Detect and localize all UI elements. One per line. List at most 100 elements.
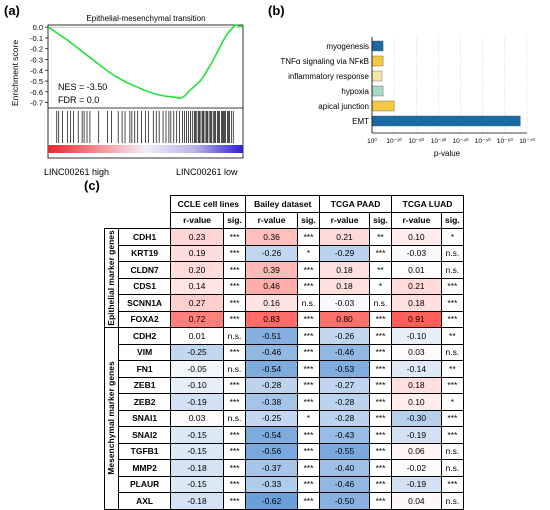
table-row: CLDN7 0.20 *** 0.39 *** 0.18 ** 0.01 n.s. <box>105 261 465 279</box>
correlation-table-wrapper: CCLE cell lines Bailey dataset TCGA PAAD TC… <box>104 195 465 510</box>
sig-cell: *** <box>368 442 393 460</box>
r-value-cell: -0.29 <box>319 244 370 262</box>
sig-cell: *** <box>296 492 321 510</box>
column-subheader: sig. <box>296 211 321 229</box>
sig-cell: *** <box>222 228 247 246</box>
sig-cell: ** <box>440 327 465 345</box>
column-subheader: r-value <box>391 211 442 229</box>
r-value-cell: -0.15 <box>170 426 224 444</box>
table-row: AXL -0.18 *** -0.62 *** -0.50 *** 0.04 n.s. <box>105 492 465 510</box>
sig-cell: *** <box>368 244 393 262</box>
r-value-cell: 0.10 <box>391 228 442 246</box>
sig-cell: *** <box>222 376 247 394</box>
sig-cell: * <box>296 244 321 262</box>
gene-name: MMP2 <box>117 459 172 477</box>
sig-cell: *** <box>296 277 321 295</box>
sig-cell: *** <box>296 393 321 411</box>
r-value-cell: -0.19 <box>391 475 442 493</box>
gsea-hit-marks <box>56 111 234 143</box>
gsea-ylabel: Enrichment score <box>10 40 20 106</box>
r-value-cell: -0.33 <box>245 475 298 493</box>
bar-category-label: inflammatory response <box>288 72 369 81</box>
sig-cell: n.s. <box>440 492 465 510</box>
bar-tnf-signaling-via-nf-b <box>371 55 384 67</box>
r-value-cell: -0.56 <box>245 442 298 460</box>
r-value-cell: 0.83 <box>245 310 298 328</box>
r-value-cell: -0.37 <box>245 459 298 477</box>
sig-cell: *** <box>222 261 247 279</box>
table-header-row: CCLE cell lines Bailey dataset TCGA PAAD TC… <box>105 195 464 213</box>
sig-cell: *** <box>296 376 321 394</box>
gsea-title: Epithelial-mesenchymal transition <box>86 14 205 23</box>
bar-apical-junction <box>371 100 395 112</box>
r-value-cell: 0.20 <box>170 261 224 279</box>
table-row: KRT19 0.19 *** -0.26 * -0.29 *** -0.03 n.s. <box>105 244 465 262</box>
column-group-header: TCGA PAAD <box>319 195 393 213</box>
table-row: SNAI1 0.03 n.s. -0.25 * -0.28 *** -0.30 *** <box>105 409 465 427</box>
table-row: SNAI2 -0.15 *** -0.54 *** -0.43 *** -0.19 *** <box>105 426 465 444</box>
sig-cell: *** <box>440 426 465 444</box>
gene-name: AXL <box>117 492 172 510</box>
sig-cell: *** <box>222 343 247 361</box>
sig-cell: *** <box>368 393 393 411</box>
pathway-bar-chart: myogenesis TNFα signaling via NFκB inflamm… <box>280 37 535 158</box>
column-group-header: Bailey dataset <box>245 195 321 213</box>
sig-cell: *** <box>440 409 465 427</box>
bar-x-ticks: 10⁰ 10⁻¹⁰ 10⁻²⁰ 10⁻³⁰ 10⁻⁴⁰ 10⁻⁵⁰ 10⁻⁶⁰ 10⁻⁷⁰ <box>367 137 535 145</box>
sig-cell: *** <box>222 492 247 510</box>
gene-name: PLAUR <box>117 475 172 493</box>
sig-cell: n.s. <box>440 244 465 262</box>
table-row: Epithelial marker genes CDH1 0.23 *** 0.36 **… <box>104 228 465 328</box>
bar-xtick-label: 10⁻³⁰ <box>431 137 447 145</box>
sig-cell: n.s. <box>440 261 465 279</box>
gene-name: SNAI1 <box>117 409 172 427</box>
r-value-cell: 0.91 <box>391 310 442 328</box>
r-value-cell: 0.01 <box>391 261 442 279</box>
sig-cell: *** <box>296 360 321 378</box>
r-value-cell: 0.03 <box>391 343 442 361</box>
sig-cell: ** <box>368 228 393 246</box>
r-value-cell: -0.02 <box>391 459 442 477</box>
bar-xtick-label: 10⁻⁵⁰ <box>475 137 491 145</box>
sig-cell: *** <box>368 343 393 361</box>
sig-cell: *** <box>440 310 465 328</box>
r-value-cell: -0.30 <box>391 409 442 427</box>
gsea-label-low: LINC00261 low <box>176 167 238 177</box>
bar-category-label: myogenesis <box>326 42 369 51</box>
sig-cell: *** <box>296 343 321 361</box>
sig-cell: *** <box>222 475 247 493</box>
r-value-cell: -0.46 <box>245 343 298 361</box>
sig-cell: *** <box>368 475 393 493</box>
bar-xtick-label: 10⁻⁴⁰ <box>453 137 469 145</box>
r-value-cell: 0.21 <box>319 228 370 246</box>
bar-xtick-label: 10⁻²⁰ <box>409 137 425 145</box>
r-value-cell: -0.25 <box>170 343 224 361</box>
sig-cell: *** <box>222 294 247 312</box>
bar-hypoxia <box>371 85 384 97</box>
sig-cell: *** <box>368 409 393 427</box>
sig-cell: *** <box>368 327 393 345</box>
column-group-header: TCGA LUAD <box>391 195 464 213</box>
r-value-cell: 0.10 <box>391 393 442 411</box>
bar-category-labels: myogenesis TNFα signaling via NFκB inflamm… <box>280 42 369 126</box>
table-row: VIM -0.25 *** -0.46 *** -0.46 *** 0.03 n.s. <box>105 343 465 361</box>
table-row: CDS1 0.14 *** 0.46 *** 0.18 * 0.21 *** <box>105 277 465 295</box>
sig-cell: *** <box>296 327 321 345</box>
sig-cell: n.s. <box>368 294 393 312</box>
table-subheader-row: r-value sig. r-value sig. r-value sig. r-value… <box>104 211 465 229</box>
bar-category-label: hypoxia <box>341 87 369 96</box>
gene-name: VIM <box>117 343 172 361</box>
gene-name: CLDN7 <box>117 261 172 279</box>
sig-cell: *** <box>296 459 321 477</box>
r-value-cell: -0.43 <box>319 426 370 444</box>
r-value-cell: -0.28 <box>245 376 298 394</box>
sig-cell: n.s. <box>222 409 247 427</box>
panel-label-c: (c) <box>84 178 100 193</box>
sig-cell: *** <box>296 228 321 246</box>
r-value-cell: -0.10 <box>391 327 442 345</box>
gene-name: SNAI2 <box>117 426 172 444</box>
gene-name: ZEB2 <box>117 393 172 411</box>
gsea-plot: Epithelial-mesenchymal transition Enrich… <box>10 14 244 177</box>
sig-cell: *** <box>368 492 393 510</box>
table-row: Mesenchymal marker genes CDH2 0.01 n.s. -0.5… <box>104 327 465 510</box>
